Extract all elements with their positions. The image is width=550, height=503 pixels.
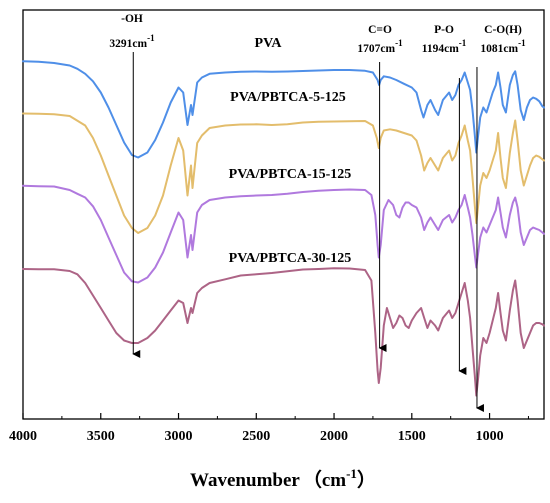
annotation-wavenumber-2: 1707cm-1 — [357, 38, 403, 55]
annotation-wavenumber-3: 1194cm-1 — [422, 38, 467, 55]
series-layer — [23, 61, 544, 395]
x-tick-label-2000: 2000 — [320, 429, 348, 444]
x-tick-label-3000: 3000 — [165, 429, 193, 444]
x-axis-title: Wavenumber （cm-1） — [190, 466, 376, 491]
series-label-3: PVA/PBTCA-15-125 — [229, 167, 352, 182]
annotation-label-3: P-O — [434, 24, 454, 36]
x-tick-label-1000: 1000 — [476, 429, 504, 444]
series-label-2: PVA/PBTCA-5-125 — [230, 90, 346, 105]
x-tick-label-3500: 3500 — [87, 429, 115, 444]
series-line-4 — [23, 268, 544, 395]
annotation-label-1: -OH — [121, 13, 143, 25]
series-label-4: PVA/PBTCA-30-125 — [229, 251, 352, 266]
series-line-1 — [23, 61, 544, 157]
annotation-wavenumber-1: 3291cm-1 — [109, 33, 155, 50]
annotation-wavenumber-4: 1081cm-1 — [480, 38, 526, 55]
annotation-label-2: C=O — [368, 24, 392, 36]
x-tick-label-1500: 1500 — [398, 429, 426, 444]
x-tick-label-4000: 4000 — [9, 429, 37, 444]
series-line-3 — [23, 186, 544, 283]
x-tick-label-2500: 2500 — [242, 429, 270, 444]
series-label-1: PVA — [255, 36, 283, 51]
x-axis-ticks: 4000 3500 3000 2500 2000 1500 1000 — [9, 413, 528, 444]
annotation-label-4: C-O(H) — [484, 24, 522, 36]
annotation-layer: -OH 3291cm-1 C=O 1707cm-1 P-O 1194cm-1 C-O(H) 1… — [109, 13, 526, 408]
